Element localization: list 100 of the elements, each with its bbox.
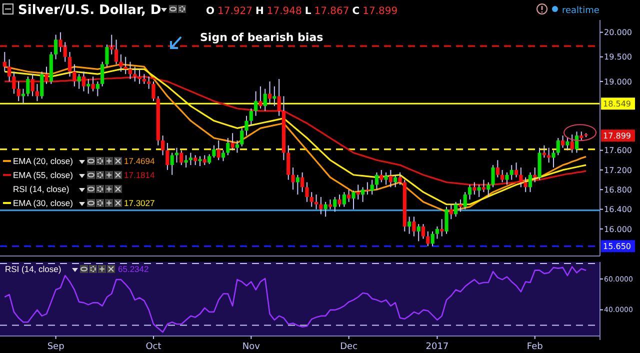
candlestick — [328, 198, 332, 210]
ref-line-label: 18.549 — [603, 99, 631, 108]
candlestick — [352, 190, 356, 210]
y-tick-label: 17.200 — [604, 166, 632, 175]
y-tick-label: 16.400 — [604, 205, 632, 214]
candlestick — [277, 78, 281, 116]
candlestick — [272, 86, 276, 107]
candlestick — [440, 218, 444, 237]
candlestick — [105, 44, 109, 68]
candlestick — [16, 80, 20, 102]
candlestick — [226, 138, 230, 156]
candlestick — [510, 164, 514, 180]
candlestick — [54, 34, 58, 60]
y-tick-label: 17.600 — [604, 146, 632, 156]
annotation: RSI (14, close) — [13, 184, 70, 194]
annotation: Sign of bearish bias — [200, 31, 324, 44]
x-tick-label: Oct — [146, 342, 162, 352]
candlestick — [416, 224, 420, 242]
candlestick — [560, 135, 565, 148]
candlestick — [552, 150, 556, 168]
candlestick — [230, 132, 234, 151]
candlestick — [166, 142, 170, 170]
candlestick — [360, 186, 365, 202]
ref-line-label: 15.650 — [603, 242, 631, 251]
candlestick — [314, 194, 318, 210]
candlestick — [477, 184, 481, 198]
annotation: 65.2342 — [118, 264, 149, 274]
candlestick — [366, 182, 370, 196]
candlestick — [263, 88, 267, 112]
candlestick — [68, 51, 72, 78]
candlestick — [198, 156, 202, 167]
candlestick — [514, 162, 518, 178]
candlestick — [421, 224, 426, 240]
candlestick — [347, 189, 351, 202]
candlestick — [324, 201, 328, 218]
candlestick — [370, 179, 374, 196]
candlestick — [384, 172, 388, 186]
candlestick — [180, 150, 184, 166]
candlestick — [305, 182, 309, 202]
candlestick — [338, 194, 342, 208]
candlestick — [468, 184, 472, 200]
candlestick — [160, 135, 165, 156]
x-tick-label: Feb — [526, 342, 544, 352]
x-tick-label: Sep — [47, 342, 65, 352]
candlestick — [58, 32, 62, 52]
candlestick — [505, 172, 509, 186]
candlestick — [44, 66, 48, 84]
candlestick — [444, 206, 448, 234]
candlestick — [202, 154, 206, 166]
candlestick — [82, 71, 86, 92]
candlestick — [170, 152, 174, 176]
candlestick — [412, 216, 416, 237]
chart-title: Silver/U.S. Dollar, D — [18, 3, 162, 18]
candlestick — [86, 78, 90, 94]
annotation: 17.1814 — [124, 170, 155, 180]
series-label: RSI (14, close) — [5, 264, 62, 274]
legend-label: EMA (30, close) — [13, 198, 74, 208]
candlestick — [142, 74, 146, 84]
annotation: 17.3027 — [124, 198, 155, 208]
text: realtime — [562, 6, 600, 16]
candlestick — [138, 68, 142, 84]
candlestick — [244, 115, 248, 136]
candlestick — [12, 71, 16, 94]
candlestick — [430, 230, 434, 247]
y-tick-label: 16.000 — [604, 224, 632, 234]
chart-subtitle: O 17.927 H 17.948 L 17.867 C 17.899 — [206, 6, 398, 17]
candlestick — [194, 154, 198, 166]
candlestick — [496, 160, 500, 178]
candlestick — [408, 216, 412, 234]
x-tick-label: 2017 — [426, 342, 449, 352]
candlestick — [110, 34, 114, 55]
line-series — [4, 266, 587, 333]
x-tick-label: Nov — [242, 342, 261, 352]
candlestick — [72, 64, 76, 87]
candlestick — [133, 66, 137, 82]
candlestick — [356, 184, 360, 200]
candlestick — [286, 144, 290, 180]
annotation: 17.4694 — [124, 156, 155, 166]
candlestick — [208, 154, 212, 165]
candlestick — [547, 147, 551, 164]
candlestick — [258, 86, 262, 109]
candlestick — [235, 140, 240, 154]
candlestick — [8, 58, 12, 82]
candlestick — [556, 138, 560, 156]
candlestick — [500, 169, 504, 183]
candlestick — [300, 172, 304, 193]
y-tick-label: 19.000 — [604, 77, 632, 86]
candlestick — [114, 39, 118, 65]
y-tick-label: 20.000 — [604, 28, 632, 38]
candlestick — [188, 152, 192, 166]
candlestick — [319, 196, 323, 215]
candlestick — [570, 134, 574, 154]
candlestick — [426, 230, 430, 247]
candlestick — [519, 167, 523, 188]
candlestick — [472, 182, 476, 196]
candlestick — [394, 174, 398, 188]
candlestick — [152, 80, 156, 102]
candlestick — [291, 167, 295, 190]
candlestick — [240, 128, 244, 147]
candlestick — [342, 192, 346, 208]
